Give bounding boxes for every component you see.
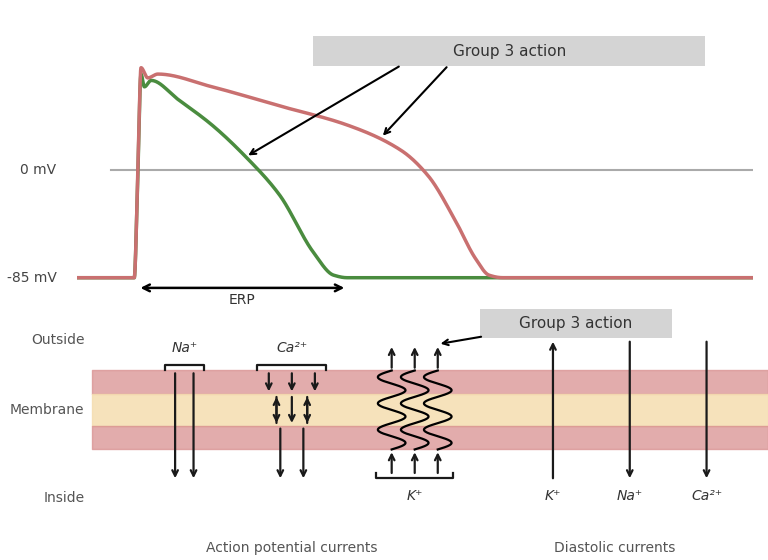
Text: Group 3 action: Group 3 action	[519, 316, 633, 330]
Text: K⁺: K⁺	[545, 489, 561, 503]
Text: Action potential currents: Action potential currents	[206, 541, 378, 555]
Text: Na⁺: Na⁺	[171, 340, 197, 354]
Text: Outside: Outside	[31, 333, 84, 347]
Text: -85 mV: -85 mV	[7, 270, 57, 284]
FancyBboxPatch shape	[313, 36, 705, 67]
Text: Ca²⁺: Ca²⁺	[691, 489, 722, 503]
Text: Na⁺: Na⁺	[617, 489, 643, 503]
Text: K⁺: K⁺	[406, 489, 423, 503]
Text: ERP: ERP	[229, 293, 256, 307]
Text: Diastolic currents: Diastolic currents	[554, 541, 675, 555]
Text: Membrane: Membrane	[10, 403, 84, 417]
Text: Group 3 action: Group 3 action	[452, 44, 566, 59]
Text: Inside: Inside	[43, 491, 84, 505]
Text: Ca²⁺: Ca²⁺	[276, 340, 307, 354]
Text: 0 mV: 0 mV	[21, 162, 57, 176]
FancyBboxPatch shape	[480, 309, 672, 338]
